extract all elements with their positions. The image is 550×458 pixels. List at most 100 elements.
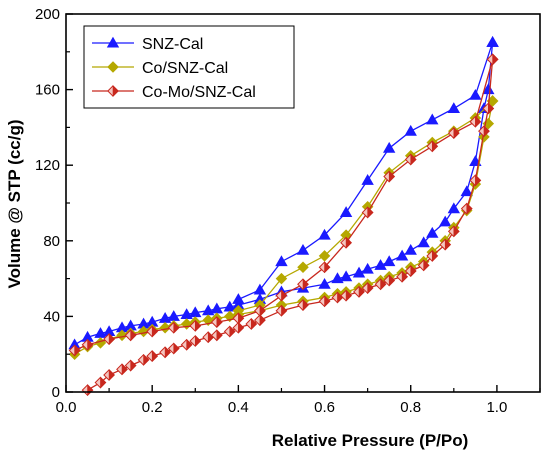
desorption-point (469, 115, 482, 128)
adsorption-point (202, 331, 215, 344)
series-co-snz-cal (68, 95, 499, 360)
adsorption-point (210, 329, 223, 342)
adsorption-point (331, 291, 344, 304)
adsorption-point (159, 346, 172, 359)
desorption-point (486, 53, 499, 66)
x-tick-label: 0.4 (228, 399, 249, 416)
y-tick-label: 160 (35, 82, 60, 99)
desorption-point (68, 344, 81, 357)
adsorption-point (340, 289, 352, 302)
desorption-point (210, 316, 223, 328)
adsorption-point (482, 102, 495, 115)
desorption-point (146, 325, 159, 338)
legend-entry: Co-Mo/SNZ-Cal (92, 84, 256, 101)
desorption-point (318, 261, 331, 274)
adsorption-point (395, 249, 409, 261)
x-tick-label: 0.8 (400, 399, 421, 416)
y-tick-label: 120 (35, 157, 60, 174)
adsorption-point (331, 272, 344, 284)
adsorption-point (482, 83, 495, 95)
legend-marker (107, 61, 119, 73)
adsorption-point (439, 238, 452, 251)
desorption-point (275, 289, 288, 302)
desorption-point (404, 153, 417, 166)
desorption-point (254, 304, 266, 317)
adsorption-point (469, 174, 482, 187)
adsorption-point (396, 270, 409, 283)
adsorption-point (460, 185, 473, 197)
desorption-point (426, 140, 439, 153)
adsorption-point (417, 236, 430, 248)
adsorption-point (404, 265, 417, 277)
legend-label: SNZ-Cal (142, 36, 203, 53)
desorption-point (167, 321, 180, 334)
adsorption-line (74, 100, 494, 355)
desorption-point (383, 170, 396, 183)
adsorption-point (447, 225, 460, 238)
adsorption-point (275, 304, 288, 317)
adsorption-point (81, 384, 94, 397)
desorption-point (469, 88, 482, 100)
legend-label: Co-Mo/SNZ-Cal (142, 84, 256, 101)
adsorption-line (87, 59, 494, 391)
adsorption-point (426, 226, 439, 238)
desorption-point (339, 206, 353, 217)
adsorption-point (374, 278, 387, 291)
desorption-point (81, 338, 94, 351)
desorption-point (486, 36, 499, 47)
adsorption-point (382, 255, 396, 267)
x-tick-label: 0.2 (142, 399, 163, 416)
adsorption-point (361, 262, 374, 274)
y-tick-label: 40 (43, 308, 60, 325)
adsorption-point (374, 259, 387, 270)
desorption-point (297, 278, 309, 291)
x-tick-label: 1.0 (486, 399, 507, 416)
desorption-point (297, 261, 309, 274)
adsorption-point (180, 338, 193, 351)
desorption-point (447, 102, 461, 114)
axis-ticks: 0.0 0.2 0.4 0.6 0.8 1.0 0 40 80 120 160 200 (35, 6, 541, 416)
adsorption-point (116, 363, 128, 376)
x-tick-label: 0.6 (314, 399, 335, 416)
adsorption-point (439, 215, 452, 227)
legend-entry: SNZ-Cal (92, 36, 203, 53)
adsorption-point (318, 277, 331, 289)
x-tick-label: 0.0 (56, 399, 77, 416)
y-tick-label: 200 (35, 6, 60, 23)
adsorption-point (361, 282, 374, 294)
desorption-point (124, 329, 137, 342)
adsorption-point (404, 243, 417, 255)
desorption-point (232, 312, 245, 325)
y-axis-title: Volume @ STP (cc/g) (5, 120, 24, 289)
adsorption-point (339, 270, 353, 282)
desorption-point (361, 206, 374, 219)
adsorption-point (318, 295, 331, 308)
desorption-point (275, 272, 288, 285)
x-axis-title: Relative Pressure (P/Po) (272, 431, 469, 450)
adsorption-point (417, 259, 430, 272)
adsorption-point (245, 318, 258, 330)
desorption-point (296, 243, 310, 255)
adsorption-point (297, 299, 309, 311)
desorption-point (361, 174, 374, 185)
adsorption-point (103, 369, 115, 381)
adsorption-point (137, 353, 150, 366)
adsorption-point (167, 342, 180, 355)
adsorption-point (383, 274, 396, 287)
adsorption-point (124, 359, 137, 372)
adsorption-point (180, 318, 193, 330)
desorption-point (340, 236, 352, 249)
series-co-mo-snz-cal (68, 53, 499, 397)
desorption-point (275, 255, 288, 267)
adsorption-point (189, 335, 202, 347)
desorption-point (253, 283, 267, 295)
legend-marker (106, 36, 120, 48)
adsorption-point (353, 285, 365, 298)
adsorption-point (447, 202, 461, 214)
adsorption-point (254, 314, 266, 327)
adsorption-point (478, 125, 490, 138)
adsorption-point (460, 202, 473, 215)
desorption-point (382, 141, 396, 153)
desorption-point (318, 228, 331, 240)
